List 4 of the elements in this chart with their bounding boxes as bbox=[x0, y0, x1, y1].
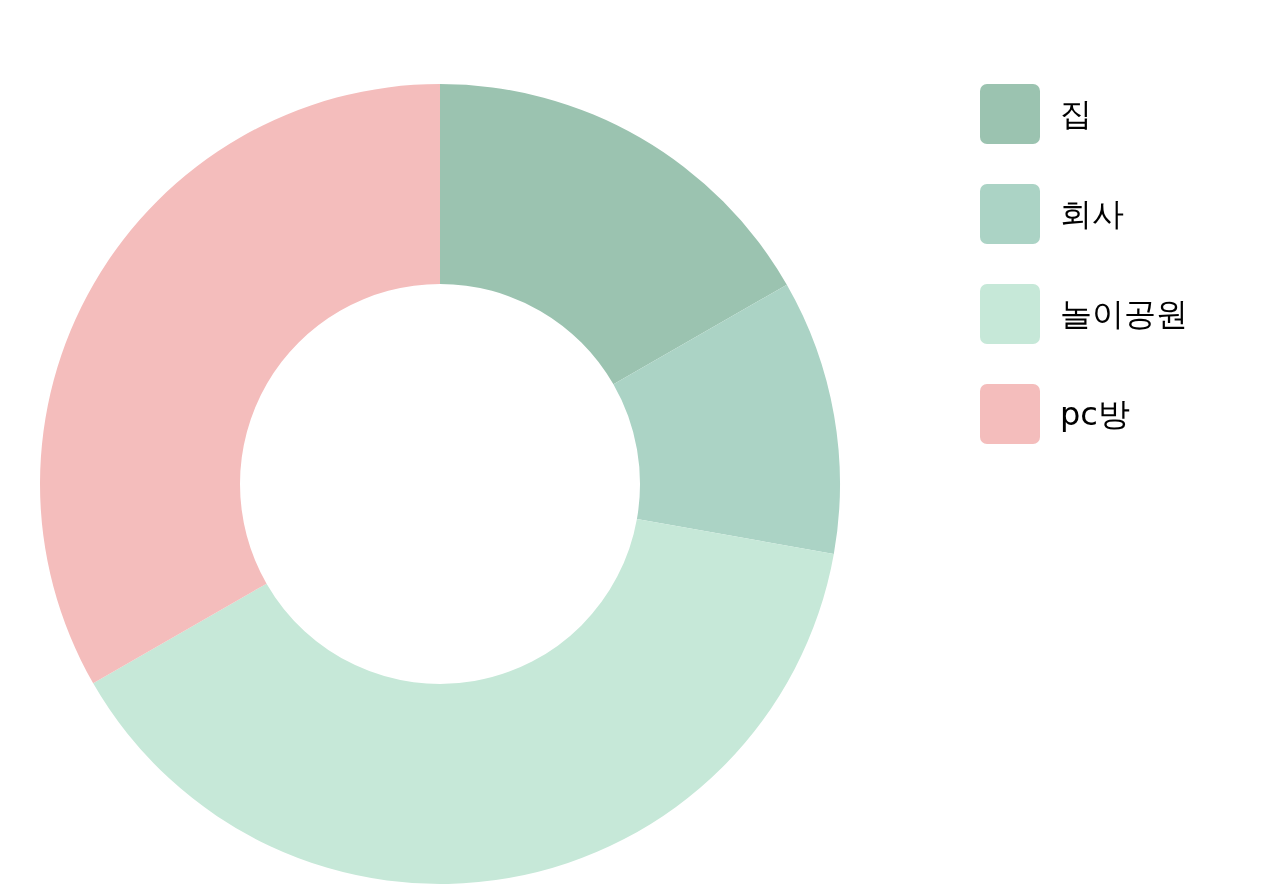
legend-label: pc방 bbox=[1060, 395, 1130, 433]
legend-label: 회사 bbox=[1060, 195, 1124, 233]
legend-label: 놀이공원 bbox=[1060, 295, 1188, 333]
legend-label: 집 bbox=[1060, 95, 1092, 133]
